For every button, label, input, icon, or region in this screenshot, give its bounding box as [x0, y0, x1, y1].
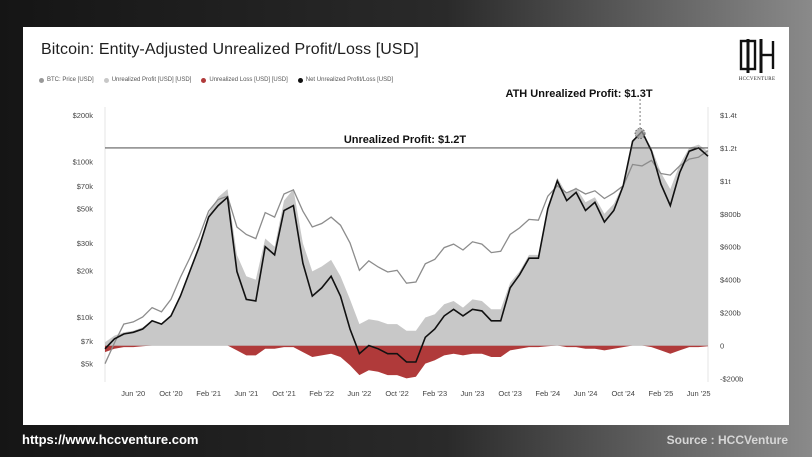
right-tick-label: $1.2t [720, 144, 738, 153]
right-tick-label: -$200b [720, 374, 743, 383]
legend-dot [103, 77, 109, 83]
legend-label: Unrealized Profit [USD] [USD] [111, 77, 192, 83]
right-axis: $1.4t $1.2t $1t $800b $600b $400b $200b 0 -$200b [720, 111, 743, 383]
right-tick-label: $200b [720, 309, 741, 318]
source-credit: Source : HCCVenture [666, 433, 788, 447]
legend-dot [39, 77, 44, 83]
x-tick-label: Jun '23 [460, 389, 484, 398]
legend-item-unrealized-profit[interactable]: Unrealized Profit [USD] [USD] [103, 77, 192, 83]
chart-card: Bitcoin: Entity-Adjusted Unrealized Prof… [23, 27, 789, 425]
x-tick-label: Feb '25 [648, 389, 673, 398]
x-tick-label: Oct '22 [385, 389, 409, 398]
x-tick-label: Jun '22 [347, 389, 371, 398]
chart-title: Bitcoin: Entity-Adjusted Unrealized Prof… [41, 41, 419, 58]
series-net-unrealized-line [104, 130, 709, 363]
chart-area: $200k $100k $70k $50k $30k $20k $10k $7k $5k $1.… [73, 88, 744, 398]
right-tick-label: 0 [720, 342, 724, 351]
ath-marker [634, 128, 646, 139]
left-axis: $200k $100k $70k $50k $30k $20k $10k $7k $5k [73, 111, 94, 369]
x-tick-label: Jun '21 [234, 389, 258, 398]
right-tick-label: $600b [720, 243, 741, 252]
x-tick-label: Oct '23 [498, 389, 522, 398]
annotations: Unrealized Profit: $1.2T ATH Unrealized … [105, 88, 708, 149]
hcc-monogram-icon [739, 39, 775, 73]
legend-dot [201, 77, 207, 83]
x-tick-label: Oct '20 [159, 389, 183, 398]
legend-label: Unrealized Loss [USD] [USD] [209, 77, 288, 83]
left-tick-label: $7k [81, 337, 93, 346]
x-tick-label: Feb '22 [309, 389, 334, 398]
series-btc-price-line [104, 150, 709, 364]
logo-wordmark: HCCVENTURE [738, 77, 776, 82]
chart-legend: BTC: Price [USD] Unrealized Profit [USD]… [39, 75, 393, 85]
left-tick-label: $10k [77, 313, 94, 322]
left-tick-label: $100k [73, 158, 94, 167]
x-tick-label: Feb '21 [196, 389, 221, 398]
legend-label: BTC: Price [USD] [47, 77, 94, 83]
left-tick-label: $200k [73, 111, 94, 120]
left-tick-label: $5k [81, 360, 93, 369]
left-tick-label: $30k [77, 239, 94, 248]
plot-layer [104, 107, 709, 382]
legend-item-net-unrealized[interactable]: Net Unrealized Profit/Loss [USD] [297, 77, 394, 83]
x-tick-label: Oct '21 [272, 389, 296, 398]
right-tick-label: $800b [720, 210, 741, 219]
x-tick-label: Jun '25 [687, 389, 711, 398]
right-tick-label: $1t [720, 177, 731, 186]
legend-label: Net Unrealized Profit/Loss [USD] [305, 77, 394, 83]
x-tick-label: Feb '23 [422, 389, 447, 398]
x-tick-label: Oct '24 [611, 389, 635, 398]
legend-item-btc-price[interactable]: BTC: Price [USD] [39, 77, 94, 83]
x-tick-label: Feb '24 [535, 389, 560, 398]
right-tick-label: $400b [720, 276, 741, 285]
legend-item-unrealized-loss[interactable]: Unrealized Loss [USD] [USD] [201, 77, 288, 83]
left-tick-label: $50k [77, 204, 94, 213]
ath-unrealized-profit-label: ATH Unrealized Profit: $1.3T [505, 88, 652, 100]
website-url-link[interactable]: https://www.hccventure.com [22, 432, 199, 447]
x-axis: Jun '20 Oct '20 Feb '21 Jun '21 Oct '21 Feb '… [121, 389, 710, 398]
series-unrealized-profit-area [105, 131, 708, 346]
legend-dot [297, 77, 303, 83]
x-tick-label: Jun '20 [121, 389, 145, 398]
right-tick-label: $1.4t [720, 111, 738, 120]
left-tick-label: $20k [77, 266, 94, 275]
unrealized-profit-label: Unrealized Profit: $1.2T [344, 134, 467, 146]
x-tick-label: Jun '24 [574, 389, 598, 398]
left-tick-label: $70k [77, 182, 94, 191]
